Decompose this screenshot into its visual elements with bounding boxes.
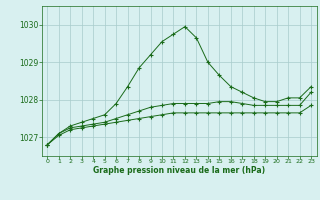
X-axis label: Graphe pression niveau de la mer (hPa): Graphe pression niveau de la mer (hPa) — [93, 166, 265, 175]
